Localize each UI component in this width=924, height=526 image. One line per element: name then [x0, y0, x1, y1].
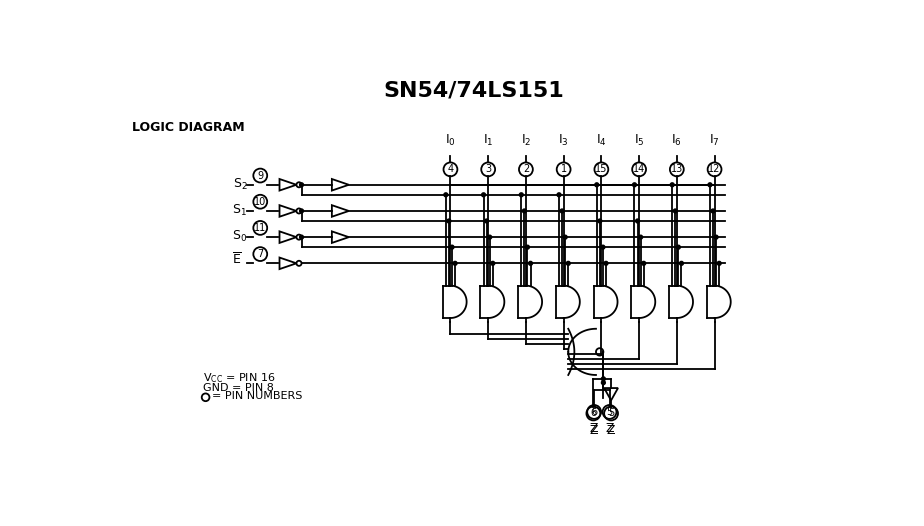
Text: 3: 3 [485, 165, 492, 175]
Circle shape [642, 261, 646, 265]
Circle shape [670, 183, 675, 187]
Text: 5: 5 [608, 409, 614, 419]
Text: I$_1$: I$_1$ [483, 133, 493, 148]
Circle shape [602, 377, 605, 381]
Text: 1: 1 [561, 165, 566, 175]
Text: S$_2$: S$_2$ [233, 176, 248, 191]
Text: 14: 14 [633, 165, 645, 175]
Circle shape [560, 209, 564, 213]
Circle shape [566, 261, 570, 265]
Circle shape [447, 219, 451, 223]
Text: LOGIC DIAGRAM: LOGIC DIAGRAM [132, 121, 244, 134]
Text: S$_0$: S$_0$ [232, 229, 248, 244]
Text: GND = PIN 8: GND = PIN 8 [202, 383, 274, 393]
Text: 10: 10 [254, 197, 266, 207]
Circle shape [601, 245, 605, 249]
Circle shape [602, 381, 605, 385]
Circle shape [557, 193, 561, 197]
Text: I$_6$: I$_6$ [672, 133, 682, 148]
Text: 12: 12 [709, 165, 721, 175]
Text: Z: Z [590, 424, 598, 437]
Circle shape [604, 261, 608, 265]
Circle shape [711, 209, 715, 213]
Circle shape [488, 235, 492, 239]
Circle shape [633, 183, 637, 187]
Circle shape [526, 245, 529, 249]
Text: 5: 5 [606, 407, 613, 417]
Circle shape [299, 209, 303, 213]
Circle shape [529, 261, 532, 265]
Text: I$_3$: I$_3$ [558, 133, 569, 148]
Circle shape [679, 261, 684, 265]
Text: Z: Z [590, 422, 599, 435]
Text: I$_0$: I$_0$ [445, 133, 456, 148]
Circle shape [481, 193, 485, 197]
Text: = PIN NUMBERS: = PIN NUMBERS [212, 391, 302, 401]
Circle shape [299, 235, 303, 239]
Text: 2: 2 [523, 165, 529, 175]
Text: 9: 9 [257, 170, 263, 180]
Circle shape [598, 219, 602, 223]
Text: Z: Z [605, 422, 614, 435]
Text: Z: Z [607, 424, 615, 437]
Circle shape [491, 261, 494, 265]
Text: 6: 6 [590, 409, 596, 419]
Text: 4: 4 [447, 165, 454, 175]
Circle shape [636, 219, 639, 223]
Text: 7: 7 [257, 249, 263, 259]
Circle shape [676, 245, 680, 249]
Circle shape [564, 235, 567, 239]
Circle shape [638, 235, 642, 239]
Text: V$_{\rm CC}$ = PIN 16: V$_{\rm CC}$ = PIN 16 [202, 371, 275, 385]
Circle shape [717, 261, 721, 265]
Circle shape [714, 235, 718, 239]
Text: I$_2$: I$_2$ [521, 133, 531, 148]
Text: S$_1$: S$_1$ [232, 203, 248, 218]
Circle shape [453, 261, 457, 265]
Text: I$_5$: I$_5$ [634, 133, 644, 148]
Circle shape [299, 183, 303, 187]
Text: 6: 6 [591, 407, 597, 417]
Text: 11: 11 [254, 223, 266, 233]
Circle shape [444, 193, 448, 197]
Circle shape [674, 209, 677, 213]
Circle shape [519, 193, 523, 197]
Circle shape [595, 183, 599, 187]
Circle shape [708, 183, 711, 187]
Circle shape [450, 245, 454, 249]
Text: I$_4$: I$_4$ [596, 133, 607, 148]
Text: SN54/74LS151: SN54/74LS151 [383, 80, 564, 100]
Text: 15: 15 [595, 165, 608, 175]
Text: 13: 13 [671, 165, 683, 175]
Circle shape [485, 219, 489, 223]
Circle shape [522, 209, 527, 213]
Text: $\overline{\rm E}$: $\overline{\rm E}$ [232, 252, 242, 267]
Text: I$_7$: I$_7$ [710, 133, 720, 148]
